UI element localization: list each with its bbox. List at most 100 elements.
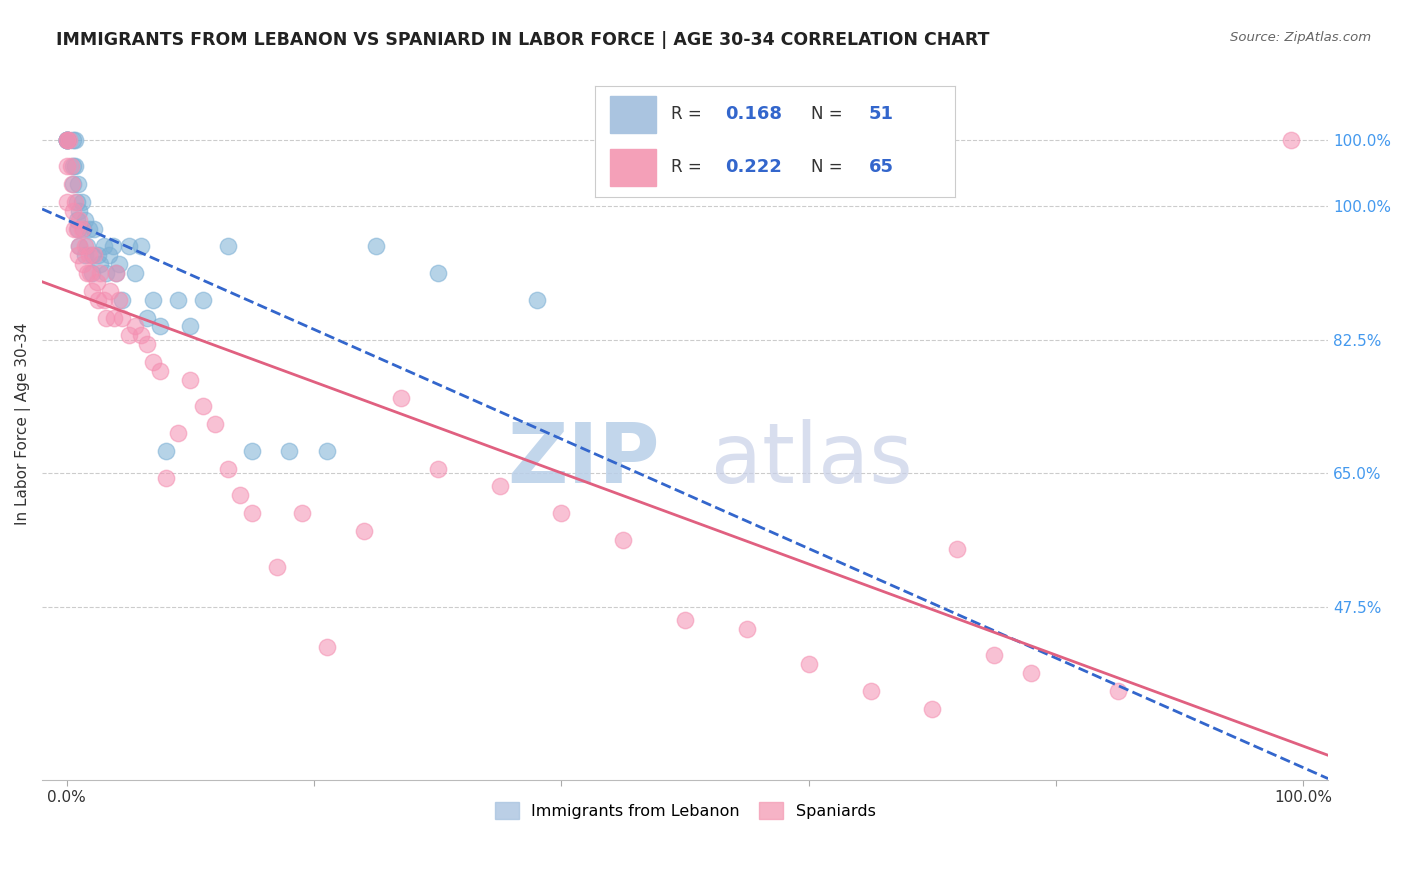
Point xyxy=(66,212,89,227)
Point xyxy=(76,266,98,280)
Point xyxy=(62,177,84,191)
Point xyxy=(142,355,165,369)
Point xyxy=(526,293,548,307)
Point xyxy=(96,266,118,280)
Point xyxy=(79,266,101,280)
Point xyxy=(129,239,152,253)
Point xyxy=(217,239,239,253)
Point xyxy=(59,159,82,173)
Point xyxy=(488,479,510,493)
Point xyxy=(58,133,80,147)
Point xyxy=(89,257,111,271)
Point xyxy=(75,248,97,262)
Point xyxy=(107,257,129,271)
Point xyxy=(1021,666,1043,681)
Point xyxy=(118,239,141,253)
Point xyxy=(735,622,758,636)
Point xyxy=(550,506,572,520)
Point xyxy=(65,159,87,173)
Point xyxy=(62,203,84,218)
Point xyxy=(67,239,90,253)
Point xyxy=(56,159,79,173)
Point xyxy=(65,133,87,147)
Point xyxy=(149,364,172,378)
Point xyxy=(1279,133,1302,147)
Point xyxy=(217,461,239,475)
Point xyxy=(80,284,103,298)
Point xyxy=(87,293,110,307)
Point xyxy=(118,328,141,343)
Point xyxy=(136,310,159,325)
Point xyxy=(67,239,90,253)
Point xyxy=(66,177,89,191)
Point xyxy=(179,373,201,387)
Point xyxy=(86,275,108,289)
Point xyxy=(240,444,263,458)
Point xyxy=(66,221,89,235)
Point xyxy=(56,194,79,209)
Point xyxy=(56,133,79,147)
Point xyxy=(124,266,146,280)
Y-axis label: In Labor Force | Age 30-34: In Labor Force | Age 30-34 xyxy=(15,323,31,525)
Point xyxy=(229,488,252,502)
Point xyxy=(67,203,90,218)
Point xyxy=(93,239,115,253)
Point xyxy=(426,266,449,280)
Point xyxy=(103,310,125,325)
Point xyxy=(87,248,110,262)
Point xyxy=(105,266,128,280)
Point xyxy=(80,248,103,262)
Point xyxy=(142,293,165,307)
Point xyxy=(66,248,89,262)
Point xyxy=(426,461,449,475)
Point xyxy=(80,266,103,280)
Point xyxy=(149,319,172,334)
Point xyxy=(62,133,84,147)
Point xyxy=(56,133,79,147)
Point xyxy=(56,133,79,147)
Point xyxy=(191,293,214,307)
Point xyxy=(70,221,93,235)
Point xyxy=(83,248,105,262)
Legend: Immigrants from Lebanon, Spaniards: Immigrants from Lebanon, Spaniards xyxy=(488,795,882,825)
Point xyxy=(797,657,820,672)
Point xyxy=(76,239,98,253)
Point xyxy=(266,559,288,574)
Point xyxy=(75,239,97,253)
Point xyxy=(96,310,118,325)
Point xyxy=(98,284,121,298)
Point xyxy=(240,506,263,520)
Point xyxy=(859,684,882,698)
Point xyxy=(67,212,90,227)
Point xyxy=(72,221,94,235)
Text: ZIP: ZIP xyxy=(508,419,659,500)
Point xyxy=(77,221,100,235)
Point xyxy=(70,194,93,209)
Point xyxy=(136,337,159,351)
Point xyxy=(124,319,146,334)
Point xyxy=(315,444,337,458)
Point xyxy=(921,702,943,716)
Point xyxy=(291,506,314,520)
Point xyxy=(167,426,190,441)
Point xyxy=(204,417,226,432)
Point xyxy=(111,310,134,325)
Point xyxy=(315,640,337,654)
Point xyxy=(60,177,83,191)
Point xyxy=(97,248,120,262)
Point xyxy=(364,239,387,253)
Point xyxy=(62,159,84,173)
Point xyxy=(105,266,128,280)
Point xyxy=(63,221,86,235)
Point xyxy=(107,293,129,307)
Point xyxy=(191,400,214,414)
Point xyxy=(65,194,87,209)
Point xyxy=(155,470,177,484)
Point xyxy=(612,533,634,547)
Point xyxy=(278,444,301,458)
Point xyxy=(111,293,134,307)
Point xyxy=(353,524,375,538)
Point xyxy=(155,444,177,458)
Point xyxy=(83,221,105,235)
Point xyxy=(56,133,79,147)
